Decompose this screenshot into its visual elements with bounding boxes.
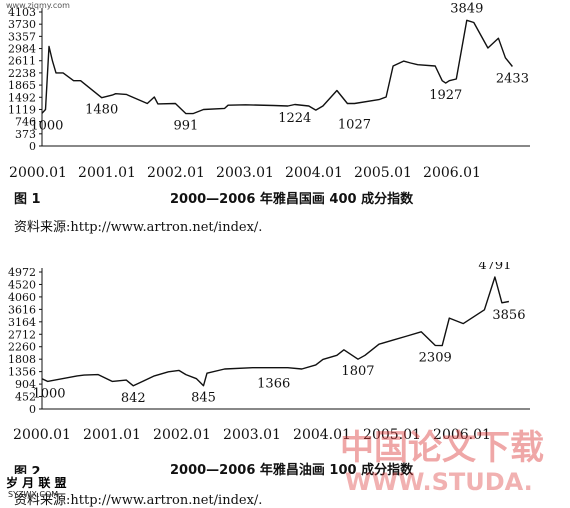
- data-label: 842: [121, 391, 146, 406]
- data-label: 991: [174, 119, 199, 134]
- y-tick-label: 904: [15, 378, 36, 391]
- y-tick-label: 4103: [8, 6, 36, 19]
- x-tick-label: 2004.01: [285, 165, 343, 181]
- figure1-caption-label: 图 1: [14, 192, 41, 207]
- figure2-source: 资料来源:http://www.artron.net/index/.: [14, 493, 263, 508]
- y-tick-label: 0: [29, 140, 36, 153]
- series-line: [41, 19, 513, 115]
- y-tick-label: 4972: [8, 266, 36, 279]
- y-tick-label: 1808: [8, 353, 36, 366]
- x-tick-label: 2006.01: [423, 165, 481, 181]
- y-tick-label: 2611: [8, 55, 36, 68]
- data-label: 3849: [450, 1, 483, 16]
- y-tick-label: 746: [15, 116, 36, 129]
- figure2-caption-title: 2000—2006 年雅昌油画 100 成分指数: [170, 463, 414, 478]
- data-label: 1000: [30, 118, 63, 133]
- y-tick-label: 1119: [8, 103, 36, 116]
- x-tick-label: 2001.01: [83, 427, 141, 443]
- watermark-brand: 中国论文下载: [340, 428, 544, 468]
- data-label: 1000: [32, 386, 65, 401]
- y-tick-label: 4520: [8, 278, 36, 291]
- x-tick-label: 2000.01: [9, 165, 67, 181]
- data-label: 1027: [338, 117, 371, 132]
- x-tick-label: 2006.01: [433, 427, 491, 443]
- y-tick-label: 2984: [8, 43, 36, 56]
- data-label: 1480: [85, 103, 118, 118]
- data-label: 1927: [429, 88, 462, 103]
- x-tick-label: 2003.01: [223, 427, 281, 443]
- watermark-bottom-left-cn: 岁 月 联 盟: [6, 474, 67, 491]
- y-tick-label: 1865: [8, 79, 36, 92]
- figure1-caption-title: 2000—2006 年雅昌国画 400 成分指数: [170, 192, 414, 207]
- x-tick-label: 2004.01: [293, 427, 351, 443]
- x-tick-label: 2000.01: [13, 427, 71, 443]
- y-tick-label: 452: [15, 391, 36, 404]
- y-tick-label: 2260: [8, 341, 36, 354]
- watermark-bottom-left-en: SYZWX.COM: [8, 490, 59, 499]
- y-tick-label: 2238: [8, 67, 36, 80]
- data-label: 3856: [492, 308, 525, 323]
- series-line: [41, 276, 510, 387]
- y-tick-label: 1492: [8, 91, 36, 104]
- x-tick-label: 2005.01: [363, 427, 421, 443]
- chart-youhua-index: 4972452040603616316427122260180813569044…: [8, 262, 530, 443]
- y-tick-label: 2712: [8, 328, 36, 341]
- data-label: 1224: [278, 111, 311, 126]
- watermark-top-left: www.ziqmy.com: [6, 1, 70, 10]
- data-label: 2309: [419, 350, 452, 365]
- y-tick-label: 0: [29, 403, 36, 416]
- y-tick-label: 3164: [8, 316, 36, 329]
- data-label: 4791: [478, 262, 511, 273]
- x-tick-label: 2001.01: [78, 165, 136, 181]
- x-tick-label: 2005.01: [354, 165, 412, 181]
- data-label: 1807: [341, 364, 374, 379]
- x-tick-label: 2002.01: [147, 165, 205, 181]
- y-tick-label: 3730: [8, 18, 36, 31]
- y-tick-label: 373: [15, 128, 36, 141]
- x-tick-label: 2002.01: [153, 427, 211, 443]
- figure1-source: 资料来源:http://www.artron.net/index/.: [14, 220, 263, 235]
- data-label: 2433: [496, 72, 529, 87]
- data-label: 1366: [257, 376, 290, 391]
- watermark-site: WWW.STUDA.: [345, 468, 533, 496]
- data-label: 845: [191, 391, 216, 406]
- y-tick-label: 3357: [8, 30, 36, 43]
- x-tick-label: 2003.01: [216, 165, 274, 181]
- y-tick-label: 4060: [8, 291, 36, 304]
- chart-guohua-index: 4103373033572984261122381865149211197463…: [8, 1, 530, 181]
- y-tick-label: 3616: [8, 303, 36, 316]
- y-tick-label: 1356: [8, 366, 36, 379]
